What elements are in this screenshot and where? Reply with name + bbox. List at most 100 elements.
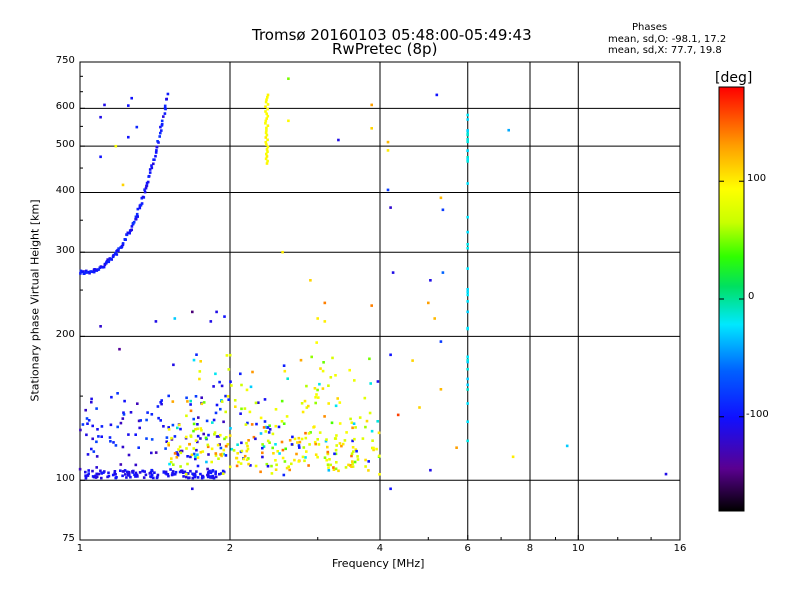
data-point	[97, 268, 101, 271]
data-point	[185, 475, 188, 479]
data-point	[230, 384, 233, 387]
data-point	[327, 469, 331, 472]
data-point	[167, 394, 170, 398]
data-point	[336, 397, 339, 400]
data-point	[111, 473, 115, 477]
data-point	[160, 399, 163, 402]
y-tick-label: 300	[55, 245, 75, 257]
data-point	[254, 437, 257, 441]
data-point	[242, 457, 245, 461]
data-point	[287, 465, 290, 468]
data-point	[107, 259, 111, 263]
data-point	[173, 452, 177, 455]
data-point	[89, 270, 92, 273]
data-point	[245, 458, 249, 461]
data-point	[192, 417, 195, 421]
data-point	[321, 387, 325, 390]
data-point	[466, 288, 469, 291]
data-point	[163, 112, 167, 115]
data-point	[265, 112, 268, 116]
data-point	[214, 472, 217, 476]
data-point	[337, 469, 340, 473]
data-point	[315, 341, 318, 344]
data-point	[159, 401, 162, 404]
data-point	[202, 401, 206, 404]
data-point	[219, 407, 222, 411]
data-point	[305, 406, 309, 409]
data-point	[182, 475, 185, 478]
data-point	[266, 107, 269, 111]
data-point	[352, 422, 356, 425]
data-point	[338, 401, 342, 404]
data-point	[274, 408, 278, 411]
data-point	[466, 355, 469, 359]
data-point	[221, 472, 225, 475]
data-point	[108, 436, 112, 439]
data-point	[307, 464, 310, 467]
data-point	[304, 431, 307, 435]
data-point	[171, 423, 175, 427]
data-point	[301, 410, 305, 414]
data-point	[123, 399, 126, 403]
data-point	[192, 358, 196, 362]
data-point	[127, 471, 131, 474]
data-point	[192, 447, 196, 450]
data-point	[308, 443, 311, 446]
data-point	[158, 135, 161, 138]
data-point	[82, 272, 86, 275]
data-point	[252, 435, 256, 439]
data-point	[162, 471, 166, 474]
data-point	[195, 353, 198, 356]
data-point	[126, 470, 129, 474]
data-point	[249, 464, 252, 467]
data-point	[372, 446, 375, 450]
data-point	[192, 429, 195, 433]
phases-x-stats: mean, sd,X: 77.7, 19.8	[608, 45, 722, 56]
data-point	[191, 487, 194, 491]
data-point	[316, 455, 319, 459]
data-point	[128, 474, 131, 477]
data-point	[274, 459, 277, 462]
data-point	[351, 460, 354, 463]
data-point	[134, 471, 138, 475]
data-point	[263, 398, 267, 401]
data-point	[332, 466, 335, 469]
data-point	[287, 119, 290, 123]
data-point	[156, 140, 159, 143]
data-point	[159, 125, 162, 129]
data-point	[222, 452, 225, 456]
data-point	[245, 441, 248, 445]
data-point	[350, 454, 353, 458]
data-point	[212, 418, 216, 422]
data-point	[280, 420, 284, 423]
data-point	[296, 441, 299, 444]
data-point	[127, 453, 131, 457]
data-point	[266, 138, 269, 142]
data-point	[172, 463, 175, 466]
data-point	[100, 476, 103, 480]
data-point	[205, 419, 209, 423]
data-point	[165, 472, 168, 476]
data-point	[265, 162, 269, 165]
data-point	[322, 361, 325, 364]
data-point	[227, 398, 230, 401]
data-point	[265, 143, 268, 146]
data-point	[291, 435, 294, 439]
data-point	[351, 439, 354, 443]
data-point	[429, 468, 432, 472]
data-point	[323, 456, 327, 459]
data-point	[85, 433, 88, 437]
data-point	[338, 442, 342, 445]
data-point	[259, 470, 262, 474]
data-point	[441, 271, 445, 274]
data-point	[135, 212, 139, 216]
data-point	[664, 472, 668, 476]
data-point	[351, 462, 354, 466]
data-point	[274, 424, 278, 428]
data-point	[139, 203, 143, 207]
data-point	[115, 476, 118, 479]
data-point	[165, 440, 168, 443]
data-point	[370, 127, 373, 130]
data-point	[369, 382, 372, 385]
